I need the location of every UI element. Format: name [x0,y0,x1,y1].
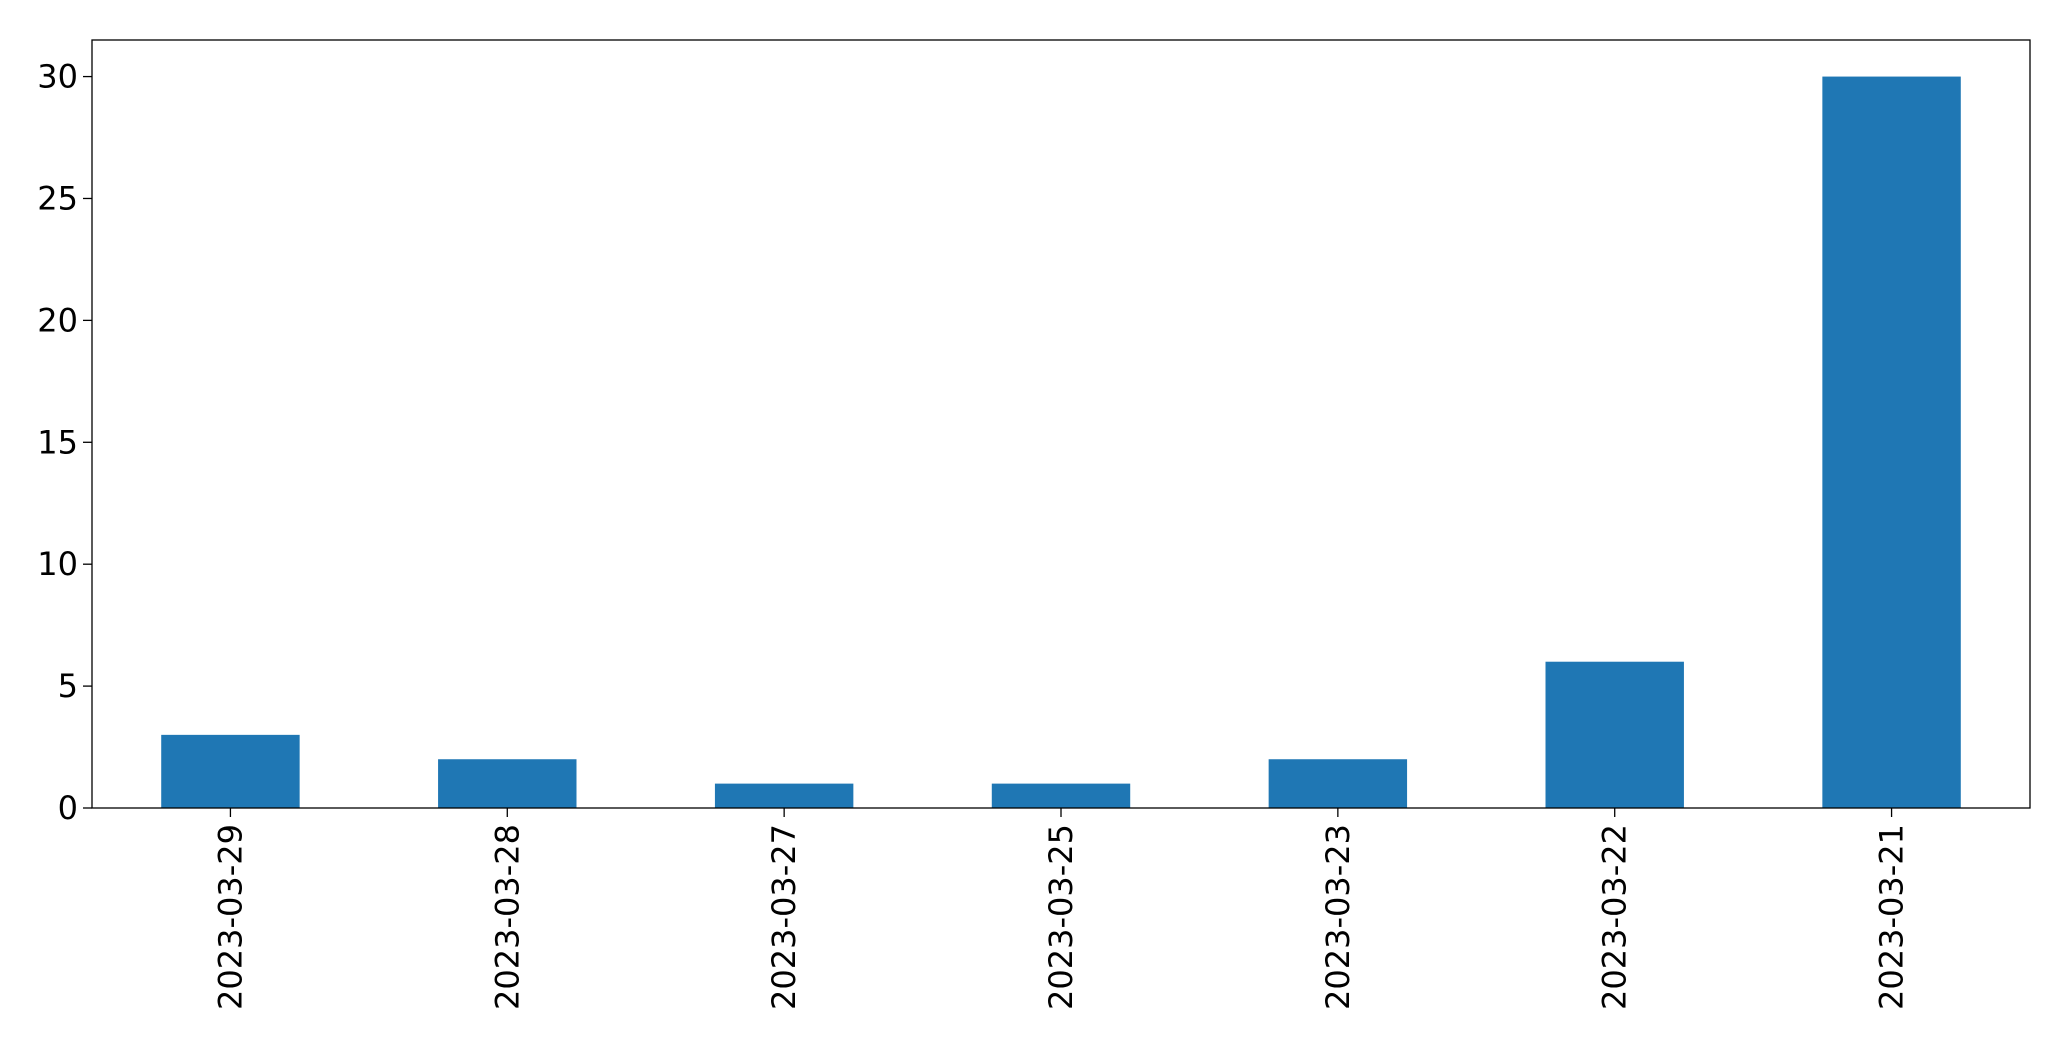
y-tick-label: 0 [58,789,78,827]
bar [714,783,854,808]
y-tick-label: 5 [58,667,78,705]
bar [1545,661,1684,808]
bar [438,759,577,808]
y-tick-label: 15 [37,423,78,461]
y-tick-label: 25 [37,179,78,217]
bar [1268,759,1408,808]
x-tick-label: 2023-03-29 [211,824,249,1010]
plot-frame [91,39,2031,809]
x-tick-label: 2023-03-21 [1873,824,1911,1010]
x-tick-label: 2023-03-23 [1319,824,1357,1010]
bar [991,783,1131,808]
x-tick-label: 2023-03-28 [488,824,526,1010]
x-tick-label: 2023-03-25 [1042,824,1080,1010]
x-tick-label: 2023-03-27 [765,824,803,1010]
bar [1822,76,1961,809]
y-tick-label: 30 [37,58,78,96]
x-tick-label: 2023-03-22 [1596,824,1634,1010]
bar [161,734,300,808]
y-tick-label: 20 [37,301,78,339]
y-tick-label: 10 [37,545,78,583]
